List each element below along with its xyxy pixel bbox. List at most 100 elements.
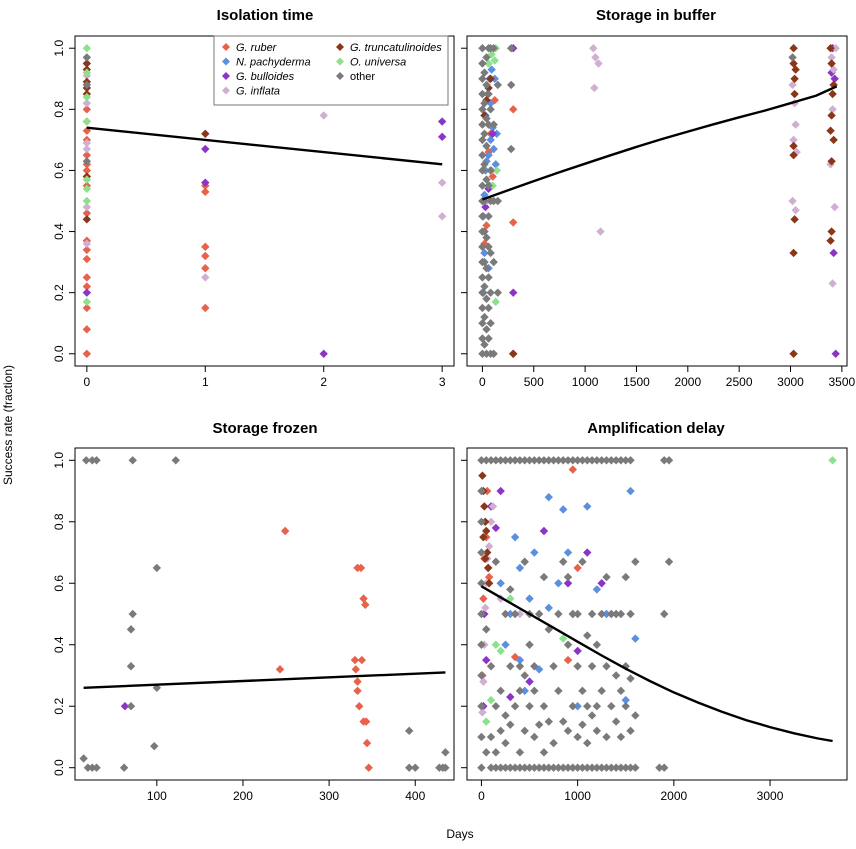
legend-label: G. bulloides	[236, 71, 295, 83]
data-point	[437, 117, 447, 126]
data-point	[506, 80, 516, 90]
data-point	[356, 563, 366, 573]
data-point	[664, 557, 674, 566]
data-point	[478, 242, 487, 252]
data-point	[568, 702, 578, 711]
data-point	[496, 646, 505, 656]
data-point	[478, 105, 487, 114]
data-point	[92, 456, 101, 465]
series-g-bulloides	[120, 702, 130, 711]
data-point	[82, 349, 92, 358]
data-point	[611, 717, 621, 726]
data-point	[501, 640, 510, 649]
data-point	[525, 763, 534, 772]
data-point	[573, 609, 582, 619]
data-point	[478, 135, 487, 145]
data-point	[491, 702, 501, 711]
data-point	[626, 456, 635, 465]
data-point	[616, 763, 626, 772]
data-point	[616, 686, 626, 696]
data-point	[568, 456, 578, 465]
data-point	[534, 763, 544, 772]
data-point	[82, 117, 92, 126]
data-point	[201, 242, 210, 252]
x-tick-label: 0	[479, 375, 486, 389]
data-point	[631, 763, 640, 772]
data-point	[482, 294, 491, 303]
legend-marker	[222, 72, 230, 80]
data-point	[789, 150, 798, 160]
data-point	[789, 141, 798, 151]
y-tick-label: 0.8	[52, 101, 66, 118]
data-point	[626, 674, 635, 683]
data-point	[82, 138, 92, 148]
data-point	[597, 763, 606, 772]
data-point	[482, 53, 491, 62]
data-point	[515, 609, 525, 619]
fit-line	[86, 126, 443, 166]
data-point	[520, 671, 529, 680]
data-point	[530, 456, 539, 465]
data-point	[506, 144, 516, 154]
data-point	[828, 105, 837, 114]
x-tick-label: 1000	[572, 375, 599, 389]
data-point	[486, 517, 496, 526]
data-point	[592, 763, 602, 772]
data-point	[496, 486, 505, 496]
data-point	[483, 563, 493, 573]
data-point	[568, 763, 578, 772]
data-point	[660, 763, 669, 772]
data-point	[568, 465, 578, 474]
data-point	[481, 554, 490, 563]
data-point	[573, 563, 582, 573]
data-point	[82, 209, 92, 218]
data-point	[478, 273, 487, 282]
panel-title: Amplification delay	[587, 420, 725, 437]
series-g-truncatulinoides	[82, 59, 210, 224]
data-point	[491, 523, 501, 533]
data-point	[477, 456, 486, 465]
data-point	[607, 702, 616, 711]
data-point	[482, 141, 491, 151]
data-point	[405, 726, 414, 736]
data-point	[477, 640, 486, 649]
x-tick-label: 300	[319, 789, 339, 803]
data-point	[583, 631, 592, 640]
data-point	[831, 349, 840, 358]
series-o-universa	[82, 44, 92, 307]
data-point	[491, 297, 500, 307]
data-point	[559, 505, 568, 514]
data-point	[364, 763, 373, 772]
legend-marker	[222, 57, 230, 66]
data-point	[82, 80, 92, 90]
data-point	[631, 634, 640, 643]
data-point	[626, 726, 635, 736]
data-point	[482, 80, 491, 90]
data-point	[525, 456, 534, 465]
data-point	[589, 44, 598, 53]
data-point	[590, 83, 599, 93]
data-point	[559, 456, 568, 465]
data-point	[280, 526, 290, 536]
panel-title: Storage in buffer	[596, 7, 716, 24]
data-point	[539, 572, 549, 582]
data-point	[484, 572, 494, 582]
data-point	[487, 65, 496, 74]
data-point	[563, 572, 573, 582]
data-point	[82, 92, 92, 102]
data-point	[477, 517, 486, 526]
data-point	[486, 763, 496, 772]
plot-frame	[74, 447, 455, 781]
data-point	[534, 456, 544, 465]
data-point	[152, 563, 162, 573]
data-point	[578, 720, 587, 729]
data-point	[583, 738, 592, 748]
data-point	[549, 738, 558, 748]
data-point	[477, 763, 486, 772]
data-point	[82, 215, 92, 224]
shared-y-axis-title: Success rate (fraction)	[1, 365, 15, 485]
x-tick-label: 3	[439, 375, 446, 389]
data-point	[510, 532, 520, 542]
data-point	[150, 741, 159, 751]
